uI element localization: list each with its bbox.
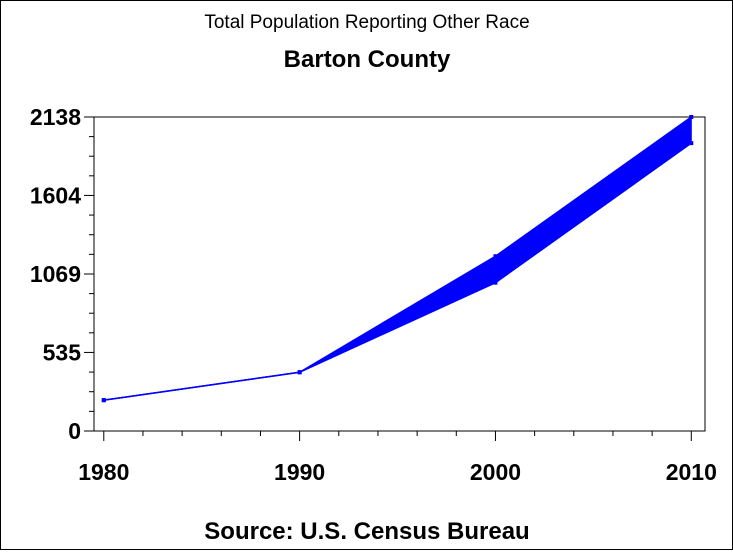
y-tick-label: 0 (68, 418, 81, 444)
series-line-lower (103, 142, 692, 401)
x-tick-label: 1990 (274, 459, 325, 485)
source-note: Source: U.S. Census Bureau (204, 518, 529, 545)
data-point (689, 141, 694, 146)
y-tick-label: 535 (43, 339, 82, 365)
chart-title: Total Population Reporting Other Race (204, 12, 529, 33)
series-line-upper (103, 116, 692, 401)
data-point (493, 254, 498, 259)
x-tick-label: 2010 (666, 459, 717, 485)
y-tick-label: 2138 (30, 104, 81, 130)
series-layer (101, 115, 694, 403)
y-tick-label: 1069 (30, 261, 81, 287)
data-point (297, 370, 302, 375)
x-tick-label: 2000 (470, 459, 521, 485)
x-axis: 1980 1990 2000 2010 (78, 431, 717, 485)
plot-area (93, 116, 706, 432)
y-axis: 0 535 1069 1604 2138 (30, 104, 94, 444)
data-point (101, 398, 106, 403)
y-tick-label: 1604 (30, 182, 81, 208)
series-band (103, 116, 692, 401)
data-point (493, 280, 498, 285)
x-tick-label: 1980 (78, 459, 129, 485)
data-point (689, 115, 694, 119)
chart-subtitle: Barton County (284, 46, 451, 73)
